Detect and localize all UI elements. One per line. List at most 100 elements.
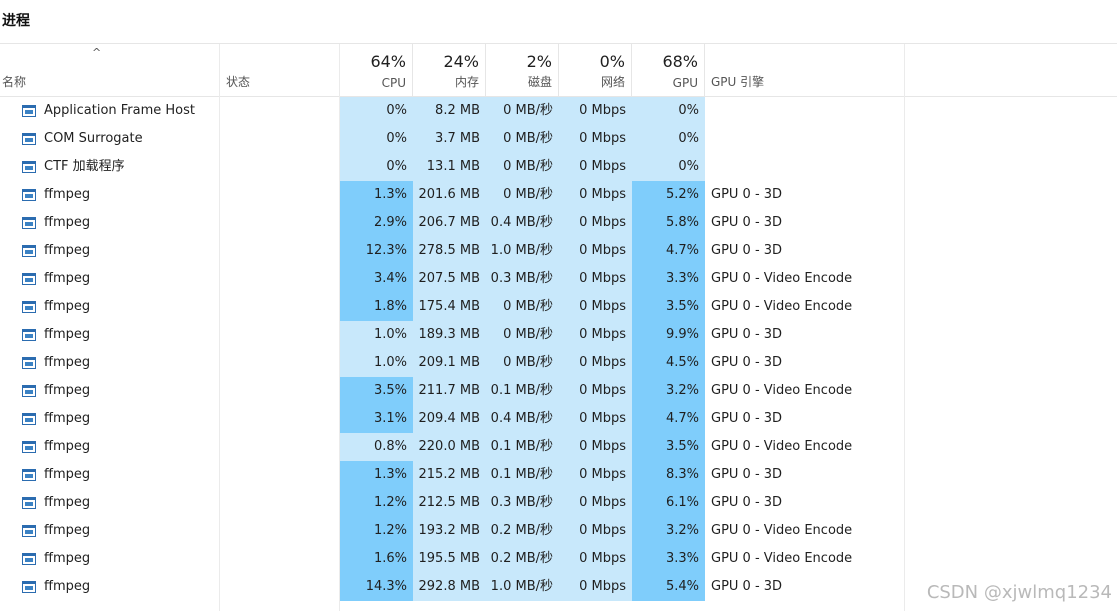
disk-value: 1.0 MB/秒 bbox=[486, 573, 559, 601]
process-name-cell: ffmpeg bbox=[0, 517, 220, 545]
disk-value: 0 MB/秒 bbox=[486, 293, 559, 321]
gpu-engine-value: GPU 0 - 3D bbox=[711, 215, 783, 230]
column-divider bbox=[339, 44, 340, 611]
app-window-icon bbox=[22, 469, 36, 481]
disk-value: 0.1 MB/秒 bbox=[486, 433, 559, 461]
cpu-value: 12.3% bbox=[340, 237, 413, 265]
cpu-value: 3.1% bbox=[340, 405, 413, 433]
gpu-value: 3.3% bbox=[632, 545, 705, 573]
header-disk-column[interactable]: 2% 磁盘 bbox=[486, 44, 559, 96]
header-cpu-pct: 64% bbox=[370, 52, 406, 71]
network-value: 0 Mbps bbox=[559, 573, 632, 601]
process-row[interactable]: ffmpeg 1.6% 195.5 MB 0.2 MB/秒 0 Mbps 3.3% GPU … bbox=[0, 545, 1117, 573]
process-name-cell: ffmpeg bbox=[0, 405, 220, 433]
gpu-value: 5.4% bbox=[632, 573, 705, 601]
process-row[interactable]: ffmpeg 1.0% 209.1 MB 0 MB/秒 0 Mbps 4.5% GPU 0 … bbox=[0, 349, 1117, 377]
process-row[interactable]: ffmpeg 3.5% 211.7 MB 0.1 MB/秒 0 Mbps 3.2% GPU … bbox=[0, 377, 1117, 405]
header-name-column[interactable]: ^ 名称 bbox=[0, 44, 220, 96]
process-name-cell: ffmpeg bbox=[0, 545, 220, 573]
gpu-engine-value: GPU 0 - 3D bbox=[711, 467, 783, 482]
header-disk-label: 磁盘 bbox=[527, 75, 552, 89]
cpu-value: 1.0% bbox=[340, 321, 413, 349]
process-row[interactable]: ffmpeg 1.2% 212.5 MB 0.3 MB/秒 0 Mbps 6.1% GPU … bbox=[0, 489, 1117, 517]
header-mem-column[interactable]: 24% 内存 bbox=[413, 44, 486, 96]
process-status bbox=[220, 405, 340, 433]
top-divider bbox=[0, 43, 1117, 44]
process-name: ffmpeg bbox=[44, 579, 91, 594]
cpu-value: 1.6% bbox=[340, 545, 413, 573]
gpu-value: 8.3% bbox=[632, 461, 705, 489]
disk-value: 0 MB/秒 bbox=[486, 321, 559, 349]
memory-value: 278.5 MB bbox=[413, 237, 486, 265]
cpu-value: 1.2% bbox=[340, 489, 413, 517]
process-name-cell: ffmpeg bbox=[0, 489, 220, 517]
network-value: 0 Mbps bbox=[559, 321, 632, 349]
process-row[interactable]: ffmpeg 1.2% 193.2 MB 0.2 MB/秒 0 Mbps 3.2% GPU … bbox=[0, 517, 1117, 545]
process-status bbox=[220, 321, 340, 349]
cpu-value: 0.8% bbox=[340, 433, 413, 461]
process-row[interactable]: ffmpeg 3.1% 209.4 MB 0.4 MB/秒 0 Mbps 4.7% GPU … bbox=[0, 405, 1117, 433]
process-name: ffmpeg bbox=[44, 411, 91, 426]
app-window-icon bbox=[22, 329, 36, 341]
process-row[interactable]: Application Frame Host 0% 8.2 MB 0 MB/秒 0 Mb… bbox=[0, 97, 1117, 125]
process-status bbox=[220, 377, 340, 405]
header-status-column[interactable]: 状态 bbox=[220, 44, 340, 96]
app-window-icon bbox=[22, 133, 36, 145]
memory-value: 209.1 MB bbox=[413, 349, 486, 377]
header-engine-label: GPU 引擎 bbox=[711, 75, 765, 89]
process-name: Application Frame Host bbox=[44, 103, 196, 118]
process-row[interactable]: ffmpeg 0.8% 220.0 MB 0.1 MB/秒 0 Mbps 3.5% GPU … bbox=[0, 433, 1117, 461]
gpu-value: 5.2% bbox=[632, 181, 705, 209]
gpu-engine-value bbox=[705, 153, 905, 181]
memory-value: 175.4 MB bbox=[413, 293, 486, 321]
gpu-value: 6.1% bbox=[632, 489, 705, 517]
process-row[interactable]: ffmpeg 1.3% 215.2 MB 0.1 MB/秒 0 Mbps 8.3% GPU … bbox=[0, 461, 1117, 489]
process-row[interactable]: ffmpeg 1.8% 175.4 MB 0 MB/秒 0 Mbps 3.5% GPU 0 … bbox=[0, 293, 1117, 321]
header-disk-pct: 2% bbox=[526, 52, 552, 71]
network-value: 0 Mbps bbox=[559, 97, 632, 125]
process-name-cell: ffmpeg bbox=[0, 209, 220, 237]
process-name-cell: ffmpeg bbox=[0, 321, 220, 349]
cpu-value: 1.3% bbox=[340, 461, 413, 489]
disk-value: 0.1 MB/秒 bbox=[486, 377, 559, 405]
app-window-icon bbox=[22, 385, 36, 397]
process-name-cell: Application Frame Host bbox=[0, 97, 220, 125]
gpu-engine-value: GPU 0 - Video Encode bbox=[711, 383, 853, 398]
memory-value: 195.5 MB bbox=[413, 545, 486, 573]
cpu-value: 2.9% bbox=[340, 209, 413, 237]
app-window-icon bbox=[22, 357, 36, 369]
process-row[interactable]: ffmpeg 3.4% 207.5 MB 0.3 MB/秒 0 Mbps 3.3% GPU … bbox=[0, 265, 1117, 293]
app-window-icon bbox=[22, 105, 36, 117]
gpu-value: 9.9% bbox=[632, 321, 705, 349]
network-value: 0 Mbps bbox=[559, 349, 632, 377]
process-row[interactable]: ffmpeg 1.3% 201.6 MB 0 MB/秒 0 Mbps 5.2% GPU 0 … bbox=[0, 181, 1117, 209]
memory-value: 201.6 MB bbox=[413, 181, 486, 209]
gpu-value: 4.5% bbox=[632, 349, 705, 377]
memory-value: 206.7 MB bbox=[413, 209, 486, 237]
process-name-cell: CTF 加载程序 bbox=[0, 153, 220, 181]
header-cpu-column[interactable]: 64% CPU bbox=[340, 44, 413, 96]
cpu-value: 0% bbox=[340, 125, 413, 153]
header-engine-column[interactable]: GPU 引擎 bbox=[705, 44, 905, 96]
gpu-engine-value: GPU 0 - 3D bbox=[711, 495, 783, 510]
network-value: 0 Mbps bbox=[559, 405, 632, 433]
process-row[interactable]: ffmpeg 14.3% 292.8 MB 1.0 MB/秒 0 Mbps 5.4% GPU… bbox=[0, 573, 1117, 601]
process-status bbox=[220, 545, 340, 573]
process-status bbox=[220, 293, 340, 321]
process-status bbox=[220, 153, 340, 181]
gpu-value: 5.8% bbox=[632, 209, 705, 237]
process-row[interactable]: COM Surrogate 0% 3.7 MB 0 MB/秒 0 Mbps 0% bbox=[0, 125, 1117, 153]
app-window-icon bbox=[22, 161, 36, 173]
gpu-engine-value: GPU 0 - Video Encode bbox=[711, 271, 853, 286]
process-row[interactable]: ffmpeg 12.3% 278.5 MB 1.0 MB/秒 0 Mbps 4.7% GPU… bbox=[0, 237, 1117, 265]
process-row[interactable]: ffmpeg 2.9% 206.7 MB 0.4 MB/秒 0 Mbps 5.8% GPU … bbox=[0, 209, 1117, 237]
header-gpu-column[interactable]: 68% GPU bbox=[632, 44, 705, 96]
app-window-icon bbox=[22, 581, 36, 593]
sort-up-icon: ^ bbox=[92, 46, 102, 59]
tab-title[interactable]: 进程 bbox=[2, 13, 30, 29]
process-row[interactable]: CTF 加载程序 0% 13.1 MB 0 MB/秒 0 Mbps 0% bbox=[0, 153, 1117, 181]
process-row[interactable]: ffmpeg 1.0% 189.3 MB 0 MB/秒 0 Mbps 9.9% GPU 0 … bbox=[0, 321, 1117, 349]
memory-value: 3.7 MB bbox=[413, 125, 486, 153]
header-net-column[interactable]: 0% 网络 bbox=[559, 44, 632, 96]
gpu-engine-value: GPU 0 - Video Encode bbox=[711, 523, 853, 538]
